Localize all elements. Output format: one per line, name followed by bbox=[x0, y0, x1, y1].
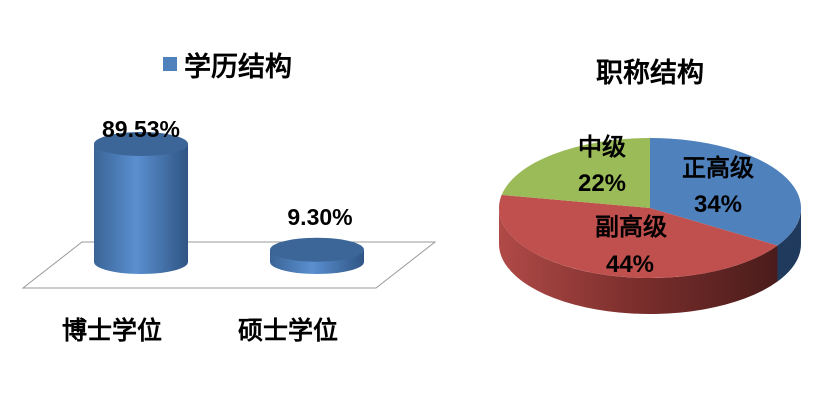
bar-cylinder-body bbox=[94, 144, 188, 274]
slice-label: 正高级 bbox=[682, 154, 754, 182]
bar-cylinder-top bbox=[94, 132, 188, 156]
category-label: 博士学位 bbox=[62, 316, 162, 345]
category-label: 硕士学位 bbox=[238, 316, 338, 345]
pie-chart-title: 职称结构 bbox=[596, 58, 704, 88]
education-chart: 学历结构 博士学位 硕士学位 89.53% 9.30% bbox=[21, 51, 437, 345]
slice-value: 44% bbox=[606, 251, 654, 278]
slice-value: 22% bbox=[578, 170, 626, 197]
data-label: 89.53% bbox=[102, 116, 180, 142]
bar-cylinder-top bbox=[270, 237, 364, 262]
bar-chart-title: 学历结构 bbox=[184, 51, 292, 82]
pie-slice bbox=[650, 138, 801, 246]
chart-floor bbox=[21, 241, 437, 289]
pie-slice bbox=[499, 194, 778, 279]
pie-slice-side bbox=[777, 208, 801, 282]
legend-swatch bbox=[163, 57, 177, 71]
slice-label: 中级 bbox=[578, 133, 626, 161]
title-chart: 职称结构 正高级 34% 副高级 44% 中级 22% bbox=[499, 58, 801, 315]
data-label: 9.30% bbox=[287, 204, 352, 230]
pie-slice-side bbox=[499, 208, 778, 315]
slice-label: 副高级 bbox=[595, 213, 667, 241]
slice-value: 34% bbox=[694, 191, 742, 218]
pie-slice bbox=[501, 138, 650, 208]
